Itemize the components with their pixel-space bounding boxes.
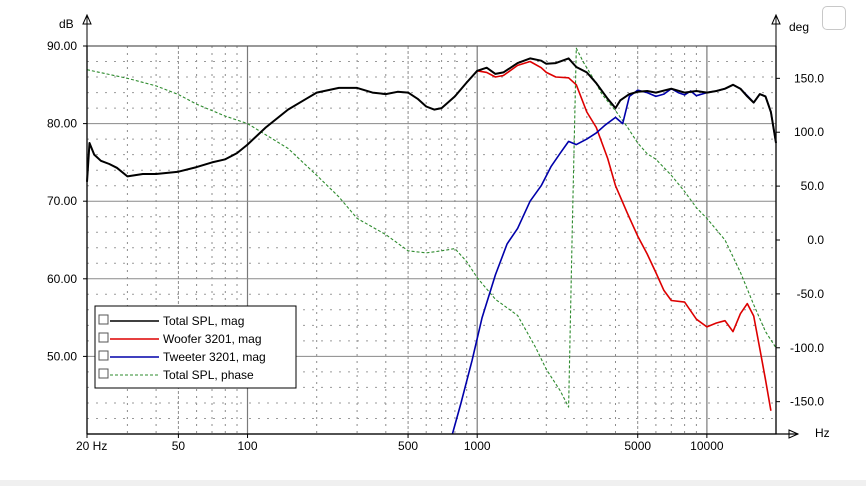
y2-tick-label: -50.0	[797, 287, 825, 301]
y-tick-label: 70.00	[47, 194, 77, 208]
x-tick-label: 500	[398, 439, 418, 453]
x-tick-label: 1000	[464, 439, 491, 453]
series-line-4	[86, 47, 777, 408]
x-tick-label: 100	[238, 439, 258, 453]
y2-tick-label: -150.0	[790, 395, 824, 409]
legend-label: Tweeter 3201, mag	[163, 350, 266, 364]
legend-box	[94, 305, 297, 389]
legend-label: Total SPL, mag	[163, 314, 244, 328]
legend-label: Woofer 3201, mag	[163, 332, 262, 346]
x-axis-arrow	[788, 429, 800, 439]
series-layer	[86, 47, 777, 435]
y2-tick-label: -100.0	[790, 341, 824, 355]
y-tick-label: 50.00	[47, 349, 77, 363]
series-line-2	[477, 60, 772, 411]
y-tick-label: 60.00	[47, 272, 77, 286]
y-tick-label: 80.00	[47, 117, 77, 131]
x-tick-label: 5000	[624, 439, 651, 453]
y-tick-label: 90.00	[47, 39, 77, 53]
x-tick-label: 50	[172, 439, 186, 453]
axes: 90.00 80.00 70.00 60.00 50.00 150.0 100.0 50.0 0…	[47, 13, 830, 453]
y2-tick-label: 50.0	[801, 179, 825, 193]
legend-checkbox	[98, 314, 109, 325]
window-bottom-strip	[0, 480, 866, 486]
y-axis-left-arrow	[82, 13, 92, 25]
x-axis-unit: Hz	[815, 426, 830, 440]
series-line-1	[86, 57, 777, 182]
x-tick-label: 10000	[690, 439, 724, 453]
left-axis-unit: dB	[59, 17, 74, 31]
legend-label: Total SPL, phase	[163, 368, 254, 382]
x-tick-label: 20 Hz	[76, 439, 107, 453]
y2-tick-label: 0.0	[807, 233, 824, 247]
grid	[86, 46, 777, 434]
y-axis-right-arrow	[771, 13, 781, 25]
right-axis-unit: deg	[789, 20, 809, 34]
legend: Total SPL, mag Woofer 3201, mag Tweeter 32…	[94, 305, 297, 389]
legend-checkbox	[98, 332, 109, 343]
legend-checkbox	[98, 350, 109, 361]
legend-checkbox	[98, 368, 109, 379]
y2-tick-label: 150.0	[794, 71, 824, 85]
y2-tick-label: 100.0	[794, 125, 824, 139]
window-corner-button[interactable]	[822, 6, 846, 30]
